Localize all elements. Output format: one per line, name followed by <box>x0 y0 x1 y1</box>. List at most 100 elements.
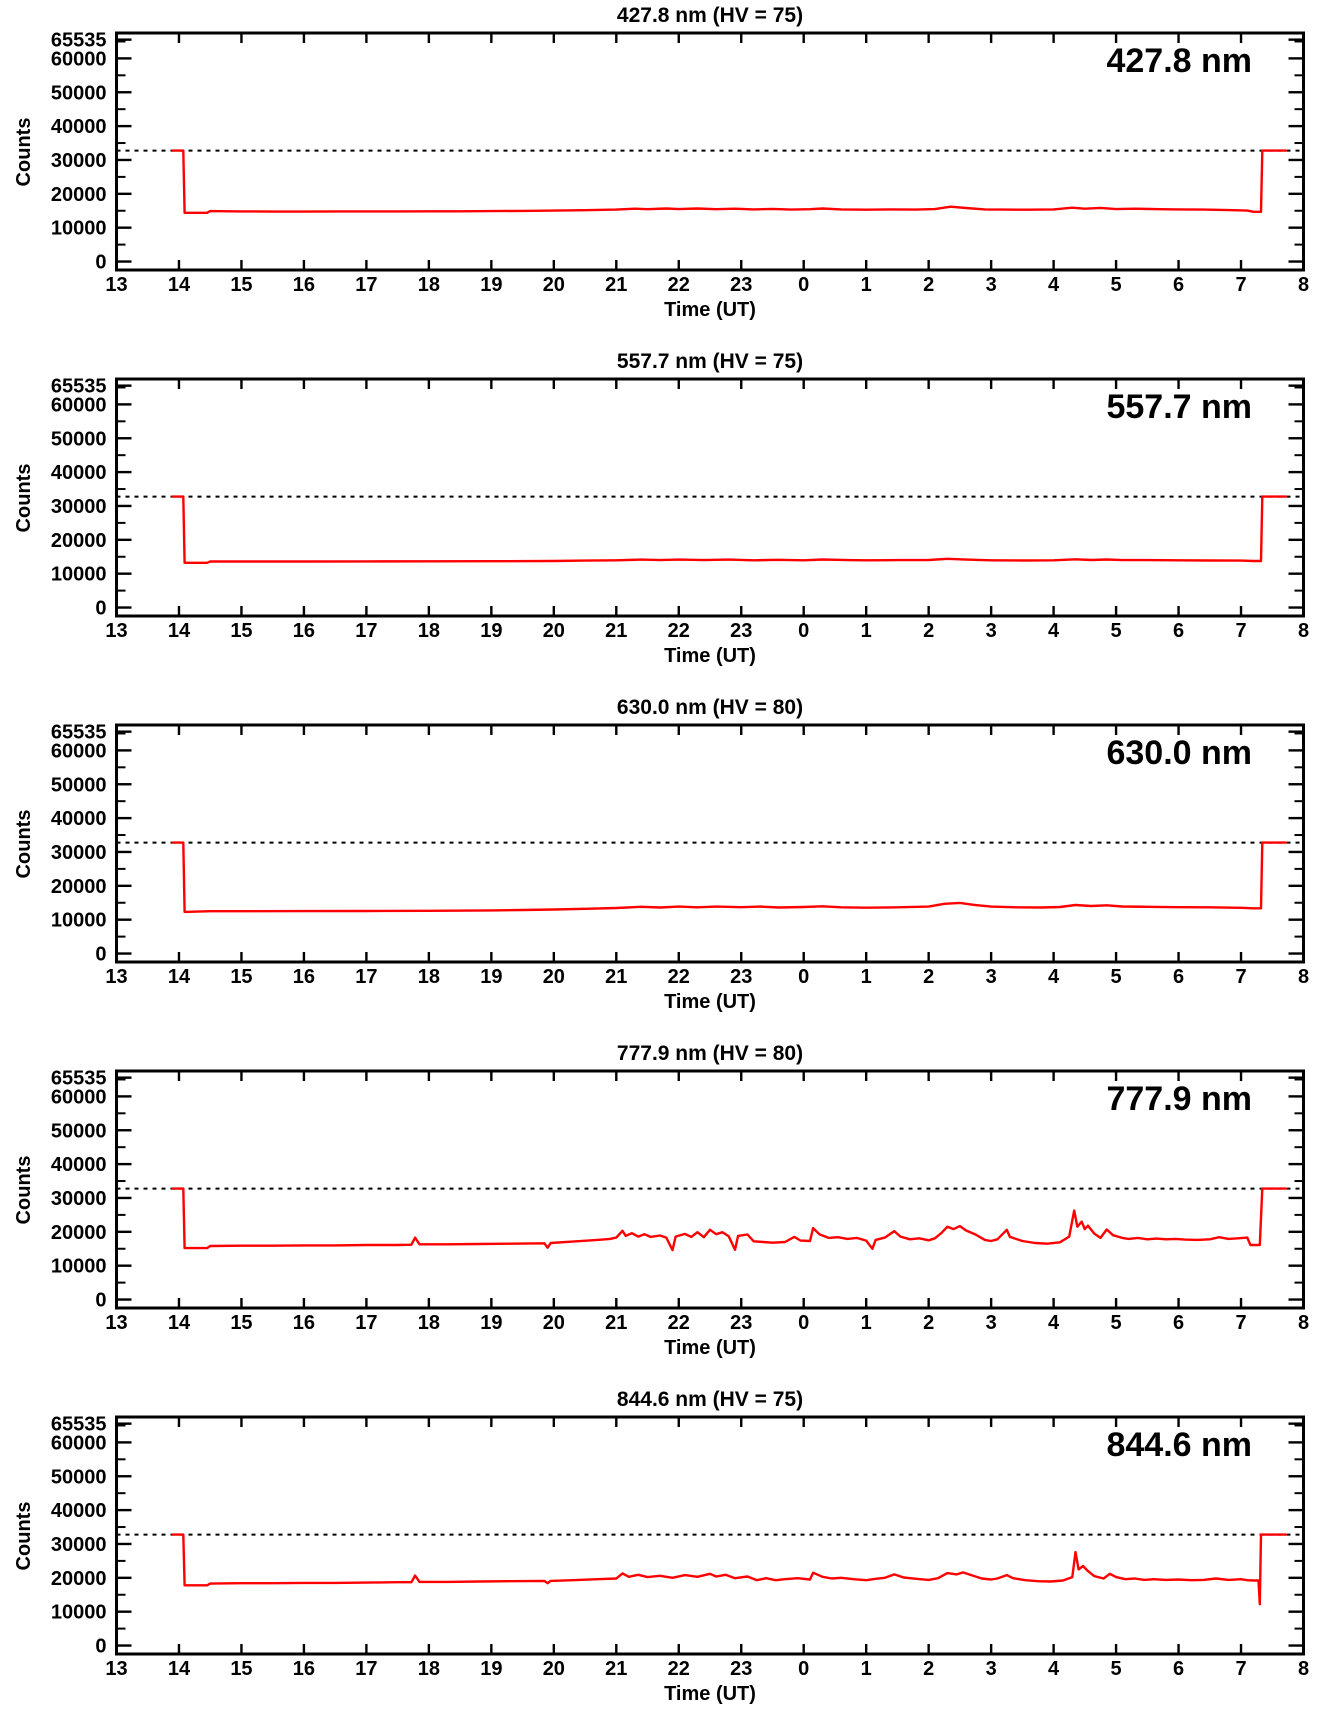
y-tick-label: 40000 <box>51 116 107 138</box>
y-tick-label: 60000 <box>51 1432 107 1454</box>
y-tick-label: 30000 <box>51 150 107 172</box>
y-tick-label: 10000 <box>51 1602 107 1624</box>
x-tick-label: 19 <box>480 620 502 642</box>
x-tick-label: 0 <box>798 620 809 642</box>
x-tick-label: 19 <box>480 966 502 988</box>
x-tick-label: 6 <box>1173 1658 1184 1680</box>
x-tick-label: 15 <box>230 966 252 988</box>
x-tick-label: 0 <box>798 274 809 296</box>
x-tick-label: 1 <box>861 1312 872 1334</box>
y-axis-label: Counts <box>13 118 35 187</box>
y-tick-label: 20000 <box>51 876 107 898</box>
x-tick-label: 21 <box>605 966 627 988</box>
x-tick-label: 13 <box>105 620 127 642</box>
x-tick-label: 3 <box>986 620 997 642</box>
x-tick-label: 19 <box>480 274 502 296</box>
inset-wavelength-label: 557.7 nm <box>1106 388 1252 426</box>
y-tick-label: 30000 <box>51 1534 107 1556</box>
y-tick-label: 40000 <box>51 462 107 484</box>
plot-frame <box>115 1069 1305 1310</box>
x-tick-label: 13 <box>105 1658 127 1680</box>
panel-title: 557.7 nm (HV = 75) <box>617 350 803 373</box>
panel-630-0nm: 630.0 nm (HV = 80) 630.0 nm Counts Time … <box>13 696 1309 1013</box>
x-tick-label: 17 <box>355 966 377 988</box>
panel-777-9nm: 777.9 nm (HV = 80) 777.9 nm Counts Time … <box>13 1042 1309 1359</box>
x-tick-label: 8 <box>1298 966 1309 988</box>
x-tick-label: 8 <box>1298 274 1309 296</box>
x-tick-label: 23 <box>730 620 752 642</box>
x-tick-label: 1 <box>861 274 872 296</box>
x-tick-label: 18 <box>418 966 440 988</box>
inset-wavelength-label: 630.0 nm <box>1106 734 1252 772</box>
x-tick-label: 7 <box>1235 1658 1246 1680</box>
x-tick-label: 2 <box>923 274 934 296</box>
y-tick-label: 10000 <box>51 564 107 586</box>
x-tick-label: 2 <box>923 1658 934 1680</box>
x-axis-label: Time (UT) <box>664 299 756 321</box>
x-tick-label: 15 <box>230 1312 252 1334</box>
x-tick-label: 3 <box>986 966 997 988</box>
y-tick-label: 60000 <box>51 1086 107 1108</box>
x-tick-label: 15 <box>230 620 252 642</box>
x-tick-label: 21 <box>605 1312 627 1334</box>
x-tick-label: 20 <box>543 620 565 642</box>
x-tick-label: 8 <box>1298 1312 1309 1334</box>
x-tick-label: 16 <box>293 620 315 642</box>
x-tick-label: 22 <box>668 966 690 988</box>
x-tick-label: 20 <box>543 1312 565 1334</box>
x-tick-label: 16 <box>293 274 315 296</box>
plot-frame <box>115 377 1305 618</box>
x-tick-label: 17 <box>355 1312 377 1334</box>
y-tick-label: 20000 <box>51 530 107 552</box>
y-tick-label: 0 <box>95 598 106 620</box>
x-tick-label: 2 <box>923 966 934 988</box>
panel-557-7nm: 557.7 nm (HV = 75) 557.7 nm Counts Time … <box>13 350 1309 667</box>
x-tick-label: 8 <box>1298 1658 1309 1680</box>
y-tick-label: 60000 <box>51 394 107 416</box>
y-tick-label: 0 <box>95 944 106 966</box>
x-tick-label: 7 <box>1235 274 1246 296</box>
x-tick-label: 4 <box>1048 1658 1060 1680</box>
y-tick-label: 10000 <box>51 218 107 240</box>
x-tick-label: 21 <box>605 620 627 642</box>
y-tick-label: 20000 <box>51 1568 107 1590</box>
x-tick-label: 22 <box>668 1312 690 1334</box>
y-tick-label: 65535 <box>51 722 107 744</box>
x-tick-label: 5 <box>1111 1312 1122 1334</box>
x-tick-label: 13 <box>105 966 127 988</box>
x-tick-label: 8 <box>1298 620 1309 642</box>
x-tick-label: 18 <box>418 620 440 642</box>
y-tick-label: 10000 <box>51 910 107 932</box>
panel-title: 777.9 nm (HV = 80) <box>617 1042 803 1065</box>
x-tick-label: 1 <box>861 1658 872 1680</box>
x-tick-label: 3 <box>986 1658 997 1680</box>
y-tick-label: 0 <box>95 252 106 274</box>
y-axis-label: Counts <box>13 464 35 533</box>
x-tick-label: 6 <box>1173 1312 1184 1334</box>
x-tick-label: 5 <box>1111 966 1122 988</box>
x-tick-label: 22 <box>668 274 690 296</box>
x-tick-label: 6 <box>1173 620 1184 642</box>
y-axis-label: Counts <box>13 810 35 879</box>
x-tick-label: 18 <box>418 1312 440 1334</box>
y-tick-label: 40000 <box>51 808 107 830</box>
x-tick-label: 0 <box>798 966 809 988</box>
counts-series-line <box>171 495 1288 565</box>
x-tick-label: 16 <box>293 1658 315 1680</box>
x-tick-label: 5 <box>1111 1658 1122 1680</box>
x-tick-label: 19 <box>480 1312 502 1334</box>
y-tick-label: 65535 <box>51 1068 107 1090</box>
x-tick-label: 19 <box>480 1658 502 1680</box>
plot-frame <box>115 1415 1305 1656</box>
y-tick-label: 40000 <box>51 1500 107 1522</box>
x-tick-label: 7 <box>1235 1312 1246 1334</box>
x-tick-label: 18 <box>418 274 440 296</box>
y-tick-label: 50000 <box>51 1466 107 1488</box>
y-tick-label: 20000 <box>51 184 107 206</box>
y-axis-label: Counts <box>13 1156 35 1225</box>
counts-series-line <box>171 841 1288 914</box>
x-tick-label: 15 <box>230 274 252 296</box>
y-tick-label: 50000 <box>51 82 107 104</box>
